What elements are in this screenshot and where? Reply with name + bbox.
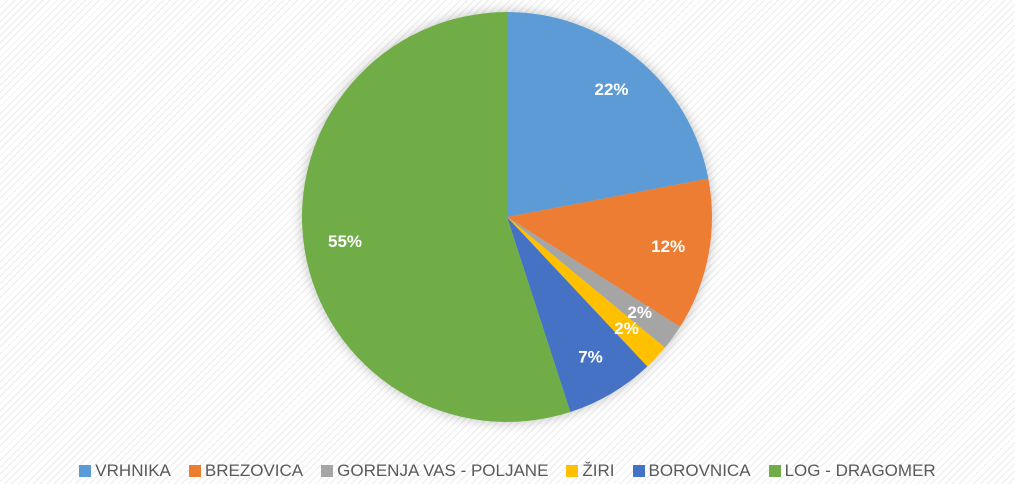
legend-label: GORENJA VAS - POLJANE [337, 461, 549, 480]
pie [301, 12, 712, 422]
data-label: 2% [614, 319, 639, 338]
legend-swatch [188, 465, 201, 477]
legend-item: LOG - DRAGOMER [768, 461, 936, 481]
legend-label: VRHNIKA [95, 461, 171, 480]
legend: VRHNIKA BREZOVICA GORENJA VAS - POLJANE ŽIR… [0, 458, 1015, 484]
pie-slice [301, 12, 571, 422]
pie-slice [507, 178, 712, 327]
pie-slice [507, 217, 681, 348]
pie-slice [507, 12, 709, 217]
data-label: 55% [328, 232, 362, 251]
legend-item: VRHNIKA [79, 461, 171, 481]
data-label: 2% [627, 303, 652, 322]
legend-swatch [321, 465, 334, 477]
legend-item: ŽIRI [566, 461, 615, 481]
data-labels: 22% 12% 2%2% 7% 55% [328, 80, 685, 367]
data-label: 7% [578, 348, 603, 367]
legend-swatch [79, 465, 92, 477]
pie-slice [507, 217, 648, 412]
legend-label: BREZOVICA [204, 461, 304, 480]
data-label: 22% [595, 80, 629, 99]
legend-item: GORENJA VAS - POLJANE [321, 461, 548, 481]
legend-swatch [768, 465, 781, 477]
legend-swatch [632, 465, 645, 477]
legend-label: BOROVNICA [648, 461, 751, 480]
legend-label: LOG - DRAGOMER [784, 461, 936, 480]
legend-item: BOROVNICA [632, 461, 751, 481]
legend-label: ŽIRI [582, 461, 615, 480]
data-label: 12% [651, 237, 685, 256]
legend-swatch [566, 465, 579, 477]
legend-item: BREZOVICA [188, 461, 304, 481]
pie-area: 22% 12% 2%2% 7% 55% [301, 12, 712, 422]
pie-slice [507, 217, 665, 367]
